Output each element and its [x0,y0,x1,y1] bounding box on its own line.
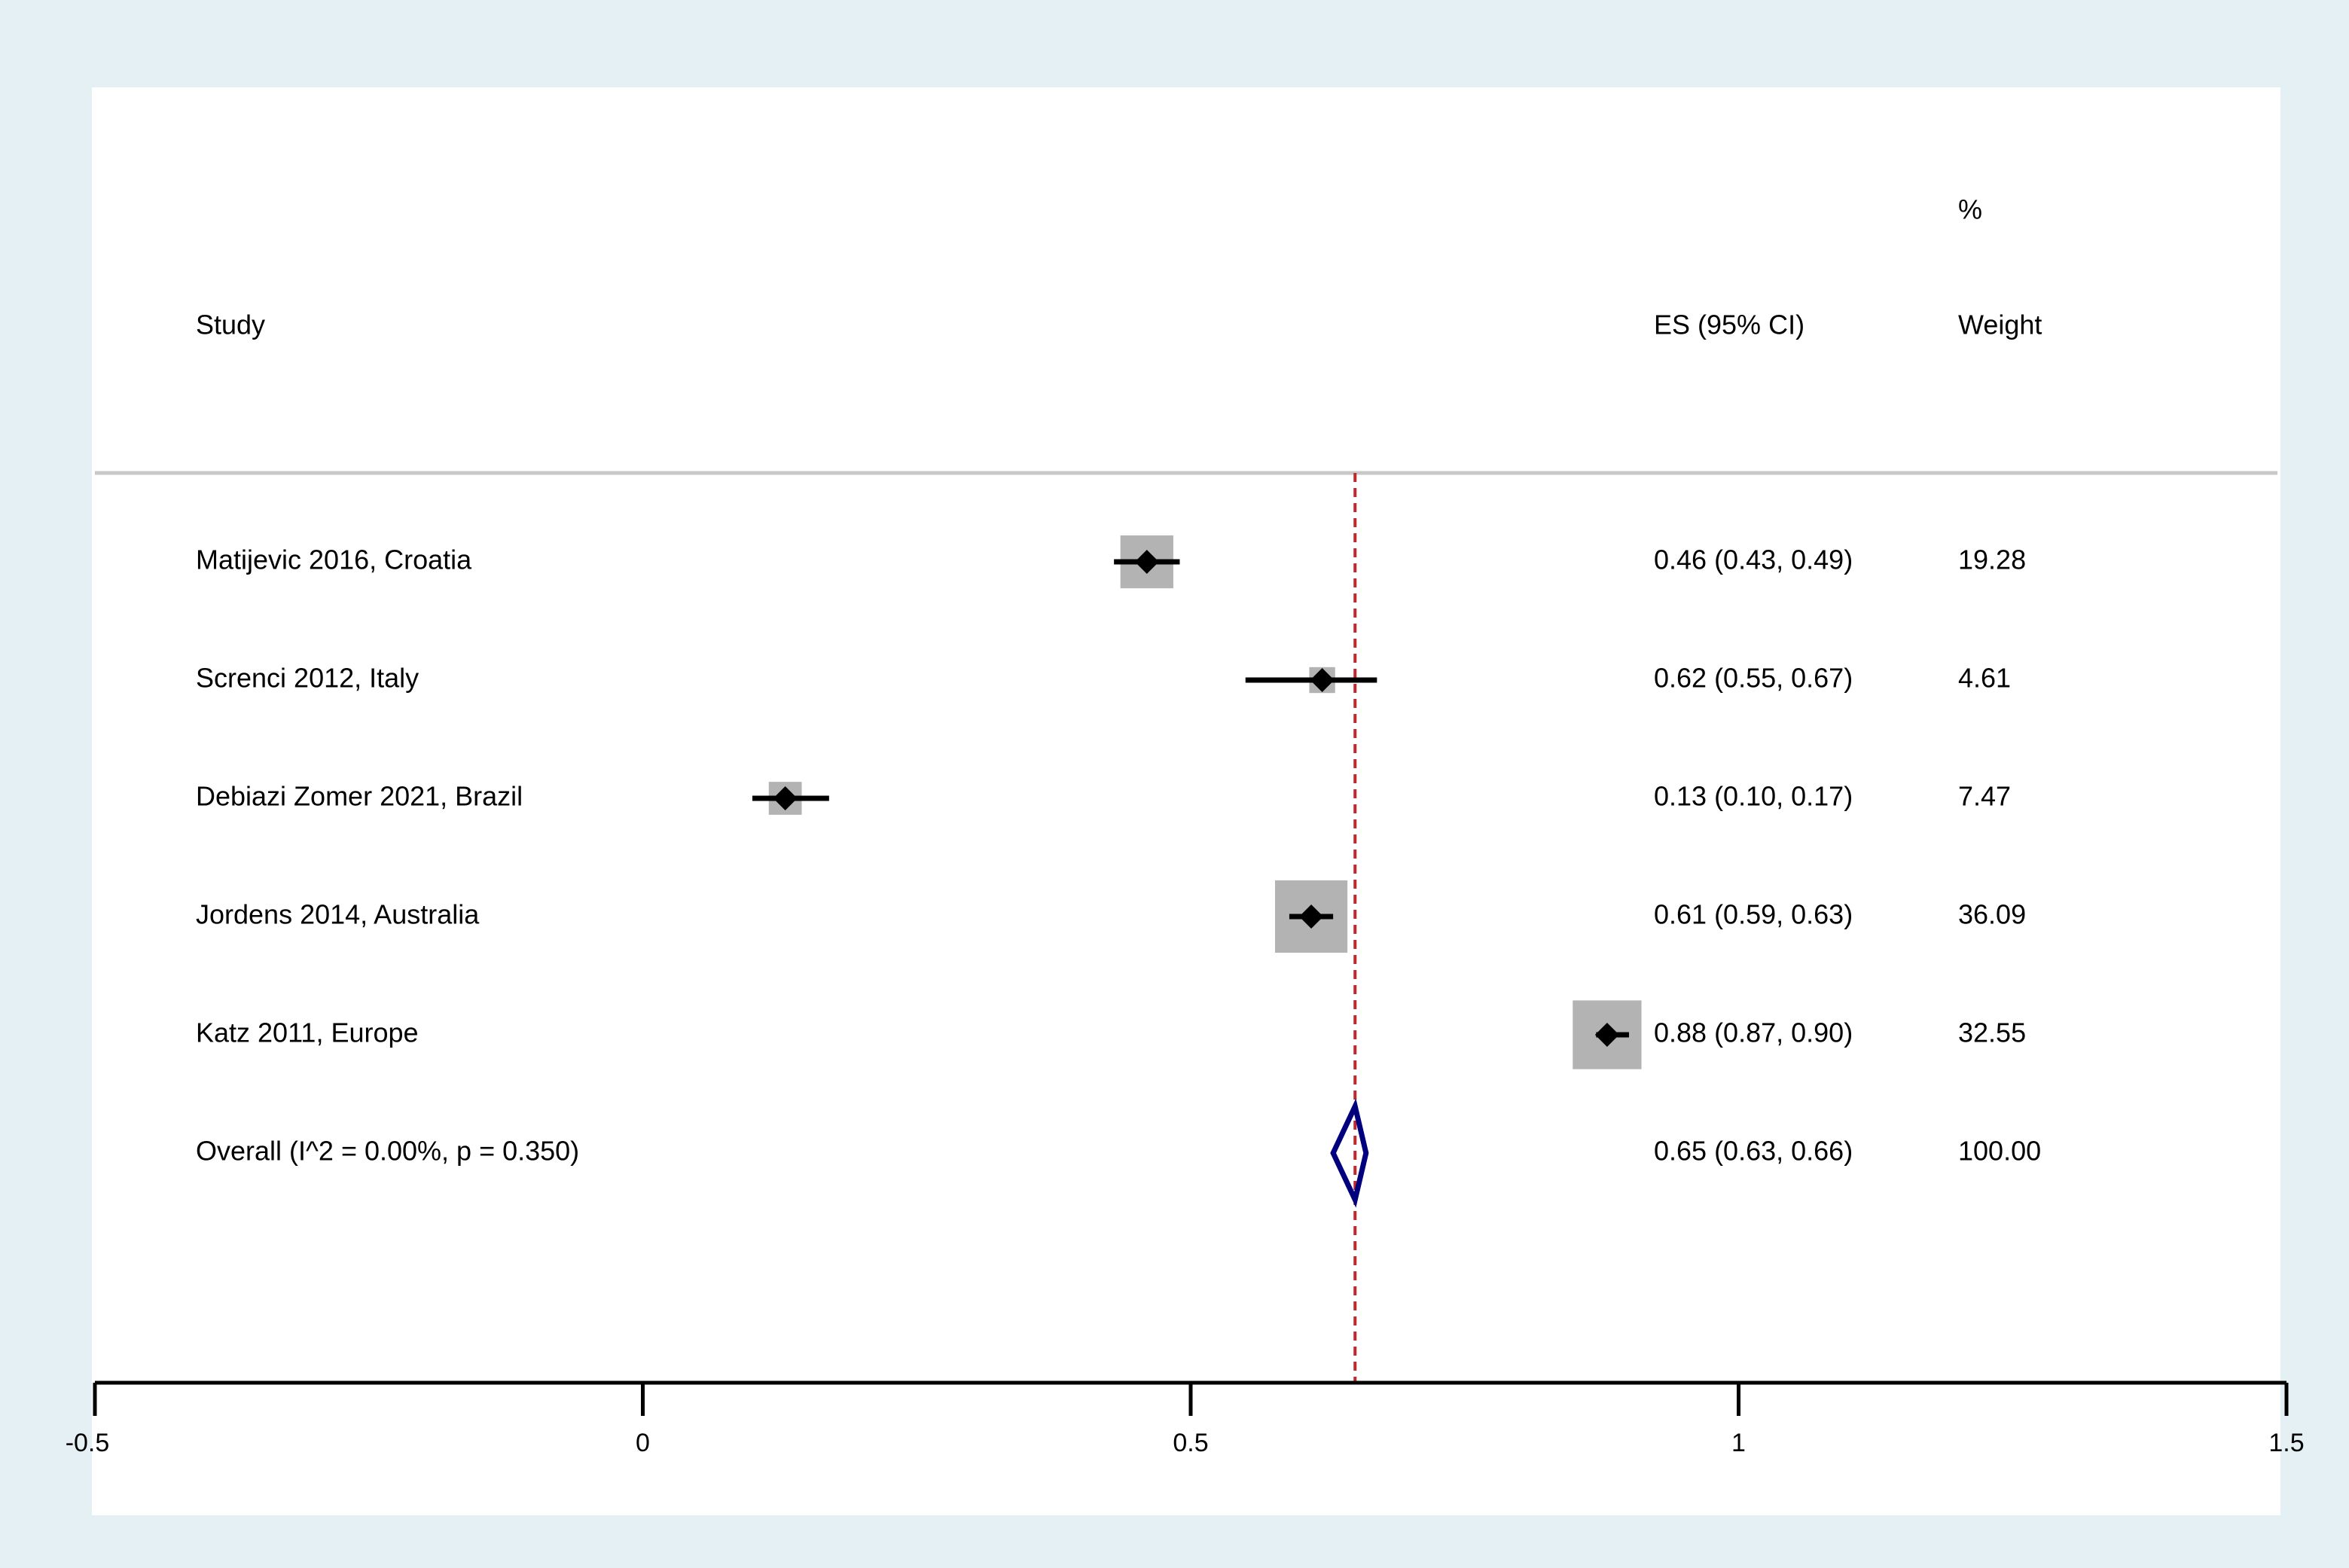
es-ci-header: ES (95% CI) [1654,310,1804,340]
column-headers: Study ES (95% CI) % Weight [196,194,2042,340]
study-label: Jordens 2014, Australia [196,899,480,930]
study-es-ci: 0.13 (0.10, 0.17) [1654,781,1853,812]
study-es-ci: 0.88 (0.87, 0.90) [1654,1017,1853,1048]
weight-percent-header: % [1958,194,1982,225]
x-tick-label: 0 [636,1429,650,1457]
study-point-estimate [1310,668,1335,692]
study-weight: 19.28 [1958,545,2026,575]
study-weight: 36.09 [1958,899,2026,930]
study-label: Debiazi Zomer 2021, Brazil [196,781,523,812]
study-header: Study [196,310,265,340]
row-labels: Matijevic 2016, Croatia 0.46 (0.43, 0.49)… [196,545,2041,1167]
study-label: Matijevic 2016, Croatia [196,545,472,575]
overall-label: Overall (I^2 = 0.00%, p = 0.350) [196,1136,579,1167]
overall-es-ci: 0.65 (0.63, 0.66) [1654,1136,1853,1167]
study-point-estimate [1594,1023,1619,1047]
study-point-estimate [773,786,798,810]
study-es-ci: 0.61 (0.59, 0.63) [1654,899,1853,930]
forest-marks [752,473,1642,1383]
overall-weight: 100.00 [1958,1136,2041,1167]
study-label: Screnci 2012, Italy [196,663,419,694]
study-weight: 7.47 [1958,781,2011,812]
x-tick-label: 1.5 [2268,1429,2304,1457]
x-tick-label: 1 [1731,1429,1746,1457]
x-axis: -0.5 0 0.5 1 1.5 [66,1380,2305,1457]
plot-background [92,87,2280,1515]
study-es-ci: 0.46 (0.43, 0.49) [1654,545,1853,575]
study-point-estimate [1299,904,1324,929]
weight-header: Weight [1958,310,2042,340]
x-tick-label: 0.5 [1173,1429,1208,1457]
study-point-estimate [1134,550,1159,574]
x-tick-label: -0.5 [66,1429,110,1457]
overall-diamond [1330,1098,1369,1208]
study-label: Katz 2011, Europe [196,1017,419,1048]
study-es-ci: 0.62 (0.55, 0.67) [1654,663,1853,694]
study-weight: 32.55 [1958,1017,2026,1048]
study-weight: 4.61 [1958,663,2011,694]
